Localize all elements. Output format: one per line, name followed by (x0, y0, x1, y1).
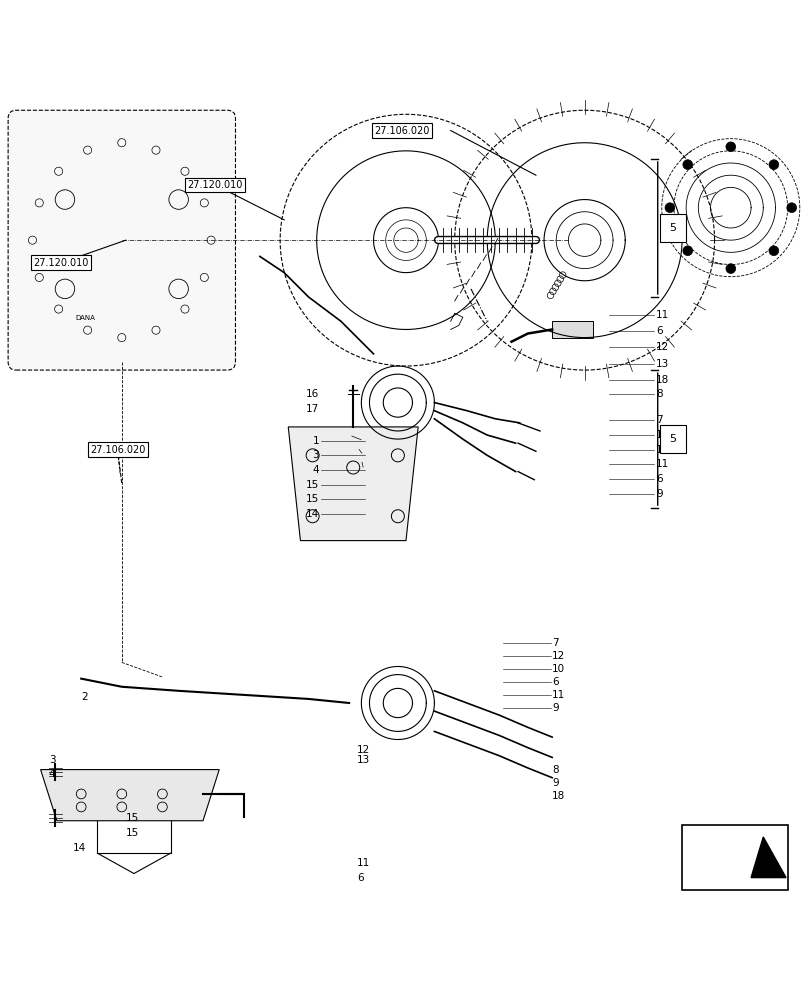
Text: 13: 13 (655, 359, 668, 369)
Text: 9: 9 (551, 778, 558, 788)
Text: 27.120.010: 27.120.010 (33, 258, 88, 268)
Circle shape (725, 264, 735, 273)
Text: 6: 6 (655, 326, 662, 336)
Text: 14: 14 (73, 843, 86, 853)
FancyBboxPatch shape (8, 110, 235, 370)
Text: 18: 18 (551, 791, 564, 801)
Bar (681, 825, 787, 890)
Text: 10: 10 (655, 445, 668, 455)
FancyBboxPatch shape (659, 214, 685, 242)
Text: 11: 11 (357, 858, 370, 868)
Text: 5: 5 (669, 223, 676, 233)
Text: 12: 12 (655, 430, 668, 440)
Text: 7: 7 (551, 638, 558, 648)
Text: 9: 9 (655, 489, 662, 499)
Text: 15: 15 (126, 828, 139, 838)
Polygon shape (41, 770, 219, 821)
Polygon shape (551, 321, 592, 338)
Text: 1: 1 (312, 436, 319, 446)
Text: 15: 15 (306, 494, 319, 504)
Circle shape (682, 246, 692, 256)
Circle shape (768, 246, 778, 256)
Polygon shape (288, 427, 418, 541)
FancyBboxPatch shape (659, 425, 685, 453)
Text: 8: 8 (551, 765, 558, 775)
Text: 16: 16 (306, 389, 319, 399)
Text: 27.106.020: 27.106.020 (90, 445, 145, 455)
Text: 11: 11 (655, 459, 668, 469)
Text: 17: 17 (306, 404, 319, 414)
Text: 27.106.020: 27.106.020 (374, 126, 429, 136)
Text: 5: 5 (669, 434, 676, 444)
Text: 7: 7 (655, 415, 662, 425)
Text: 13: 13 (357, 755, 370, 765)
Text: 11: 11 (655, 310, 668, 320)
Text: DANA: DANA (75, 315, 95, 321)
Text: 3: 3 (49, 755, 55, 765)
Text: 18: 18 (655, 375, 668, 385)
Text: 11: 11 (551, 690, 564, 700)
Text: 6: 6 (655, 474, 662, 484)
Circle shape (768, 160, 778, 169)
Circle shape (786, 203, 796, 213)
Text: 9: 9 (551, 703, 558, 713)
Text: 27.120.010: 27.120.010 (187, 180, 242, 190)
Text: 2: 2 (81, 692, 88, 702)
Text: 15: 15 (306, 480, 319, 490)
Circle shape (664, 203, 674, 213)
Text: 12: 12 (655, 342, 668, 352)
Circle shape (725, 142, 735, 152)
Text: 10: 10 (551, 664, 564, 674)
Text: 4: 4 (49, 769, 55, 779)
Text: 8: 8 (655, 389, 662, 399)
Text: 6: 6 (551, 677, 558, 687)
Text: 4: 4 (312, 465, 319, 475)
Text: 6: 6 (357, 873, 363, 883)
Text: 14: 14 (306, 509, 319, 519)
Text: 15: 15 (126, 813, 139, 823)
Polygon shape (750, 837, 785, 878)
Text: 12: 12 (357, 745, 370, 755)
Circle shape (682, 160, 692, 169)
Text: 12: 12 (551, 651, 564, 661)
Text: 3: 3 (312, 450, 319, 460)
